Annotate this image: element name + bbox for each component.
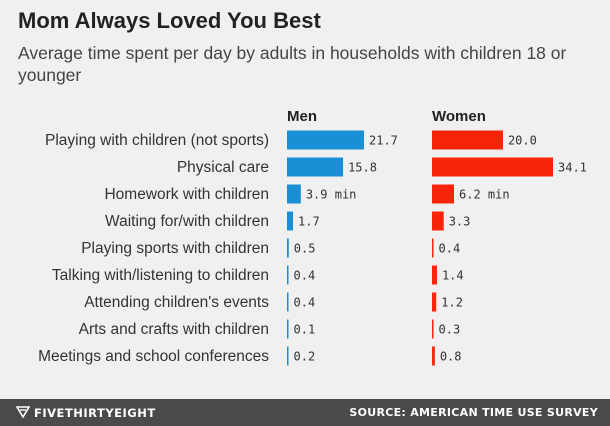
data-label-men: 0.2 (294, 350, 316, 364)
data-label-men: 3.9 min (306, 188, 357, 202)
chart-title: Mom Always Loved You Best (18, 8, 321, 33)
data-label-women: 6.2 min (459, 188, 510, 202)
data-label-women: 34.1 (558, 161, 587, 175)
bar-men (287, 319, 289, 339)
bar-women (432, 184, 454, 204)
data-label-women: 0.3 (439, 323, 461, 337)
category-label: Waiting for/with children (105, 213, 269, 230)
panel-header-men: Men (287, 108, 317, 125)
category-label: Physical care (177, 159, 269, 176)
data-label-men: 0.4 (294, 296, 316, 310)
category-label: Playing with children (not sports) (45, 132, 269, 149)
data-label-men: 0.5 (294, 242, 316, 256)
data-label-women: 0.8 (440, 350, 462, 364)
category-label: Playing sports with children (81, 240, 269, 257)
category-label: Talking with/listening to children (52, 267, 269, 284)
bar-women (432, 130, 503, 150)
bar-women (432, 346, 435, 366)
data-label-men: 15.8 (348, 161, 377, 175)
bar-women (432, 292, 437, 312)
bar-women (432, 211, 444, 231)
bar-men (287, 265, 289, 285)
brand: FIVETHIRTYEIGHT (16, 406, 156, 420)
data-label-men: 1.7 (298, 215, 320, 229)
bar-men (287, 346, 289, 366)
data-label-women: 20.0 (508, 134, 537, 148)
source-note: SOURCE: AMERICAN TIME USE SURVEY (349, 406, 598, 419)
bar-women (432, 319, 434, 339)
chart-subtitle: Average time spent per day by adults in … (18, 43, 567, 85)
bar-men (287, 292, 289, 312)
bar-men (287, 157, 344, 177)
data-label-women: 1.4 (442, 269, 464, 283)
bar-men (287, 211, 294, 231)
bar-women (432, 265, 437, 285)
category-label: Homework with children (104, 186, 269, 203)
category-label: Meetings and school conferences (38, 348, 269, 365)
bar-men (287, 184, 301, 204)
category-label: Attending children's events (84, 294, 269, 311)
bar-women (432, 157, 553, 177)
bar-chart: Men Women Playing with children (not sport… (38, 108, 587, 366)
category-label: Arts and crafts with children (79, 321, 269, 338)
panel-header-women: Women (432, 108, 486, 125)
footer-bar: FIVETHIRTYEIGHT SOURCE: AMERICAN TIME US… (0, 399, 610, 426)
bar-women (432, 238, 434, 258)
data-label-men: 21.7 (369, 134, 398, 148)
data-label-women: 3.3 (449, 215, 471, 229)
data-label-men: 0.4 (294, 269, 316, 283)
brand-name: FIVETHIRTYEIGHT (34, 406, 156, 420)
fivethirtyeight-logo-icon (16, 406, 30, 418)
bar-men (287, 238, 289, 258)
bar-men (287, 130, 364, 150)
data-label-women: 1.2 (441, 296, 463, 310)
data-label-women: 0.4 (439, 242, 461, 256)
data-label-men: 0.1 (294, 323, 316, 337)
